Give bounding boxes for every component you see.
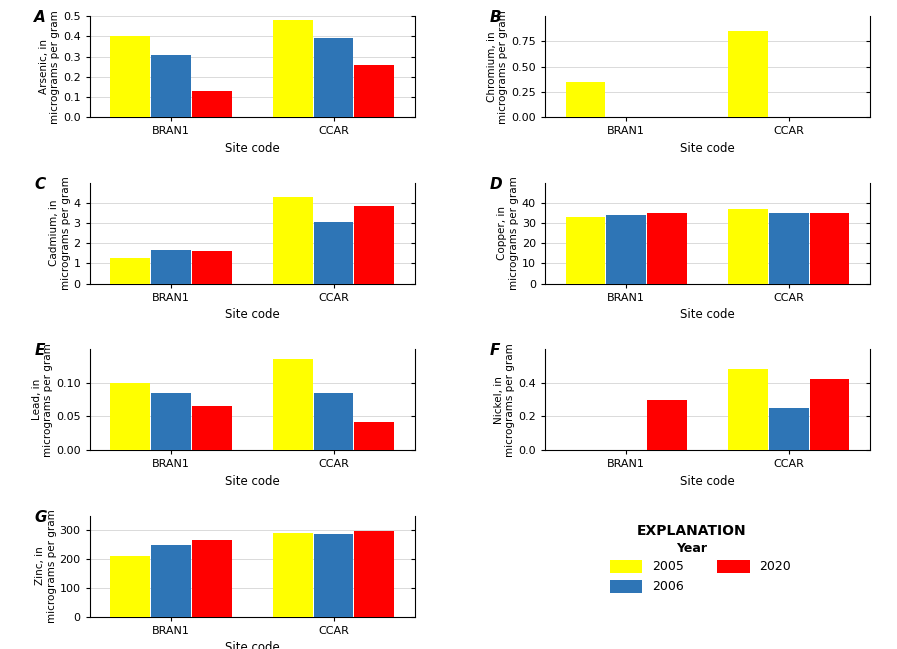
Bar	[151, 545, 191, 617]
Bar	[314, 533, 353, 617]
Y-axis label: Chromium, in
micrograms per gram: Chromium, in micrograms per gram	[487, 10, 509, 123]
Text: Year: Year	[675, 542, 707, 555]
Bar	[151, 393, 191, 450]
Text: F: F	[490, 343, 500, 358]
Y-axis label: Arsenic, in
micrograms per gram: Arsenic, in micrograms per gram	[39, 10, 60, 123]
X-axis label: Site code: Site code	[680, 141, 735, 154]
Text: EXPLANATION: EXPLANATION	[637, 524, 746, 538]
Bar	[110, 36, 151, 117]
Text: C: C	[34, 177, 46, 191]
Bar	[314, 222, 353, 284]
Bar	[718, 559, 750, 572]
Text: B: B	[490, 10, 501, 25]
Bar	[728, 209, 768, 284]
Bar	[610, 559, 642, 572]
Bar	[354, 206, 394, 284]
Bar	[151, 55, 191, 117]
Bar	[809, 213, 849, 284]
Bar	[354, 531, 394, 617]
Bar	[728, 31, 768, 117]
Y-axis label: Lead, in
micrograms per gram: Lead, in micrograms per gram	[31, 343, 53, 456]
Bar	[273, 20, 313, 117]
X-axis label: Site code: Site code	[680, 308, 735, 321]
Bar	[769, 213, 809, 284]
Y-axis label: Nickel, in
micrograms per gram: Nickel, in micrograms per gram	[493, 343, 516, 456]
Bar	[151, 251, 191, 284]
Bar	[273, 197, 313, 284]
Y-axis label: Copper, in
micrograms per gram: Copper, in micrograms per gram	[498, 177, 519, 290]
Bar	[809, 380, 849, 450]
Text: 2020: 2020	[760, 559, 791, 572]
Bar	[192, 540, 231, 617]
Text: 2006: 2006	[652, 580, 684, 593]
Bar	[192, 406, 231, 450]
Bar	[606, 215, 646, 284]
Bar	[314, 393, 353, 450]
Text: 2005: 2005	[652, 559, 684, 572]
Text: D: D	[490, 177, 502, 191]
X-axis label: Site code: Site code	[225, 474, 280, 487]
Bar	[647, 213, 687, 284]
Bar	[610, 580, 642, 593]
Bar	[192, 91, 231, 117]
Bar	[314, 38, 353, 117]
Bar	[273, 533, 313, 617]
X-axis label: Site code: Site code	[225, 308, 280, 321]
Text: A: A	[34, 10, 46, 25]
Y-axis label: Cadmium, in
micrograms per gram: Cadmium, in micrograms per gram	[49, 177, 71, 290]
Bar	[354, 422, 394, 450]
Y-axis label: Zinc, in
micrograms per gram: Zinc, in micrograms per gram	[35, 509, 57, 623]
Bar	[647, 400, 687, 450]
Bar	[769, 408, 809, 450]
Bar	[110, 258, 151, 284]
Text: G: G	[34, 509, 47, 524]
X-axis label: Site code: Site code	[680, 474, 735, 487]
X-axis label: Site code: Site code	[225, 641, 280, 649]
X-axis label: Site code: Site code	[225, 141, 280, 154]
Text: E: E	[34, 343, 45, 358]
Bar	[110, 383, 151, 450]
Bar	[273, 360, 313, 450]
Bar	[354, 65, 394, 117]
Bar	[566, 217, 605, 284]
Bar	[192, 251, 231, 284]
Bar	[728, 369, 768, 450]
Bar	[566, 82, 605, 117]
Bar	[110, 556, 151, 617]
